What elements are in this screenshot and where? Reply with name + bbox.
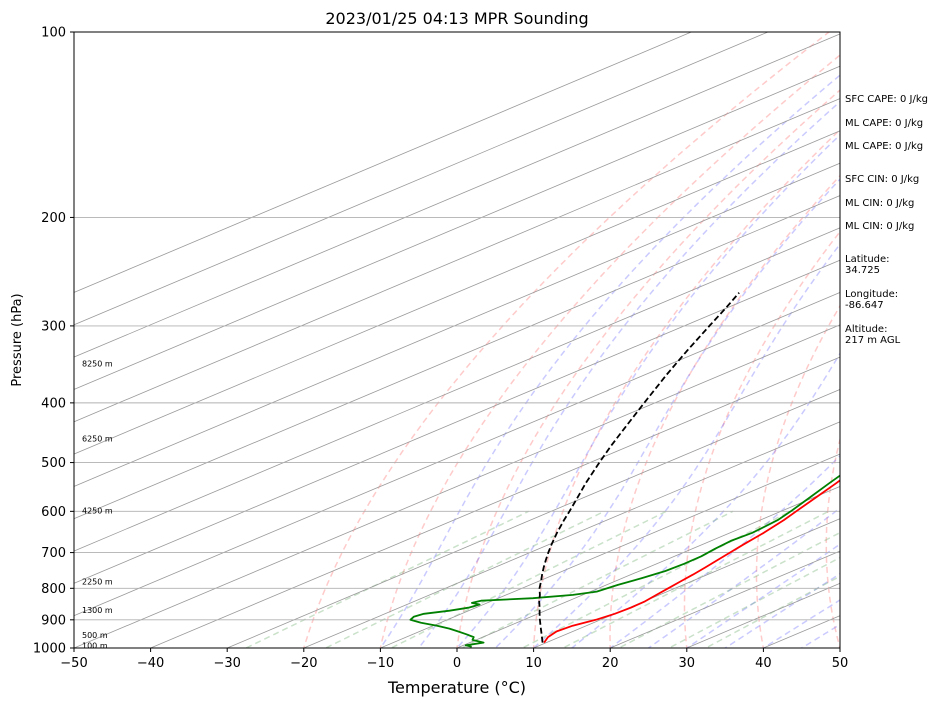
- height-label: 4250 m: [82, 506, 113, 515]
- isotherm: [74, 324, 840, 648]
- y-tick-label: 700: [41, 546, 66, 561]
- height-label: 1300 m: [82, 606, 113, 615]
- x-tick-label: −30: [213, 656, 240, 671]
- longitude-value: -86.647: [845, 300, 884, 311]
- dry-adiabat: [825, 436, 840, 648]
- sfc-cape-stat: SFC CAPE: 0 J/kg: [845, 94, 928, 105]
- isotherm: [74, 32, 693, 293]
- sounding-traces: [409, 292, 840, 648]
- dry-adiabat: [683, 230, 840, 648]
- latitude-value: 34.725: [845, 265, 880, 276]
- x-tick-label: −20: [290, 656, 317, 671]
- dewpoint-trace: [409, 474, 840, 648]
- moist-adiabat: [608, 454, 840, 648]
- background-lines: [74, 32, 840, 648]
- isotherm: [149, 356, 840, 648]
- x-tick-label: 50: [832, 656, 849, 671]
- x-tick-label: 40: [755, 656, 772, 671]
- isotherm: [74, 32, 769, 326]
- y-tick-label: 800: [41, 582, 66, 597]
- moist-adiabat: [532, 242, 840, 648]
- moist-adiabat: [417, 100, 840, 648]
- ml-cin-stat-2: ML CIN: 0 J/kg: [845, 221, 915, 232]
- y-tick-label: 200: [41, 211, 66, 226]
- y-tick-label: 600: [41, 505, 66, 520]
- y-tick-label: 500: [41, 456, 66, 471]
- dry-adiabat: [755, 304, 840, 648]
- isotherm: [302, 421, 840, 648]
- isotherm: [74, 195, 840, 520]
- height-label: 2250 m: [82, 578, 113, 587]
- y-tick-label: 1000: [33, 642, 66, 657]
- mixing-ratio-line: [561, 510, 829, 648]
- x-tick-label: 30: [679, 656, 696, 671]
- height-label: 8250 m: [82, 359, 113, 368]
- altitude-value: 217 m AGL: [845, 335, 901, 346]
- ml-cape-stat: ML CAPE: 0 J/kg: [845, 118, 924, 129]
- temperature-trace: [543, 479, 840, 644]
- x-axis-label: Temperature (°C): [387, 678, 526, 697]
- mixing-ratio-line: [617, 531, 840, 648]
- isotherm: [74, 130, 840, 455]
- isotherm: [74, 98, 840, 423]
- isotherm: [532, 518, 840, 648]
- moist-adiabat: [761, 599, 840, 648]
- moist-adiabat: [647, 507, 840, 648]
- isotherm: [74, 292, 840, 617]
- x-axis-ticks: −50 −40 −30 −20 −10 0 10 20 30 40 50: [60, 648, 848, 671]
- sfc-cin-stat: SFC CIN: 0 J/kg: [845, 174, 920, 185]
- height-label: 6250 m: [82, 435, 113, 444]
- moist-adiabat: [379, 74, 840, 648]
- dry-adiabat: [379, 54, 840, 648]
- parcel-trace: [538, 292, 740, 643]
- isotherm: [74, 65, 840, 390]
- isotherm: [74, 227, 840, 552]
- x-tick-label: 20: [602, 656, 619, 671]
- mixing-ratio-line: [520, 510, 791, 648]
- isotherm: [455, 485, 840, 648]
- mixing-ratio-line: [667, 556, 840, 648]
- isotherm: [74, 162, 840, 487]
- latitude-label: Latitude:: [845, 254, 890, 265]
- mixing-ratio-line: [704, 575, 840, 648]
- longitude-label: Longitude:: [845, 289, 899, 300]
- x-tick-label: 10: [525, 656, 542, 671]
- isotherm: [609, 550, 840, 648]
- x-tick-label: 0: [453, 656, 461, 671]
- moist-adiabat: [723, 572, 840, 648]
- x-tick-label: −40: [137, 656, 164, 671]
- moist-adiabat: [494, 178, 840, 648]
- moist-adiabat: [570, 352, 840, 648]
- x-tick-label: −10: [367, 656, 394, 671]
- mixing-ratio-line: [389, 510, 667, 648]
- isotherm: [379, 453, 840, 648]
- dry-adiabat: [456, 89, 840, 648]
- altitude-label: Altitude:: [845, 324, 888, 335]
- isotherm: [226, 389, 840, 648]
- y-axis-label: Pressure (hPa): [10, 293, 25, 386]
- y-axis-ticks: 100 200 300 400 500 600 700 800 900 1000: [33, 26, 74, 657]
- ml-cin-stat: ML CIN: 0 J/kg: [845, 198, 915, 209]
- y-tick-label: 300: [41, 319, 66, 334]
- chart-title: 2023/01/25 04:13 MPR Sounding: [325, 9, 588, 28]
- mixing-ratio-line: [324, 510, 605, 648]
- moist-adiabat: [455, 133, 840, 648]
- ml-cape-stat-2: ML CAPE: 0 J/kg: [845, 141, 924, 152]
- height-label: 500 m: [82, 631, 108, 640]
- isotherm: [74, 259, 840, 584]
- height-label: 100 m: [82, 641, 108, 650]
- y-tick-label: 100: [41, 26, 66, 41]
- y-tick-label: 900: [41, 613, 66, 628]
- dry-adiabat: [609, 174, 840, 648]
- y-tick-label: 400: [41, 396, 66, 411]
- mixing-ratio-line: [244, 510, 529, 648]
- dry-adiabat: [532, 128, 840, 648]
- sounding-stats: SFC CAPE: 0 J/kg ML CAPE: 0 J/kg ML CAPE…: [845, 0, 945, 705]
- isotherm: [74, 33, 840, 358]
- x-tick-label: −50: [60, 656, 87, 671]
